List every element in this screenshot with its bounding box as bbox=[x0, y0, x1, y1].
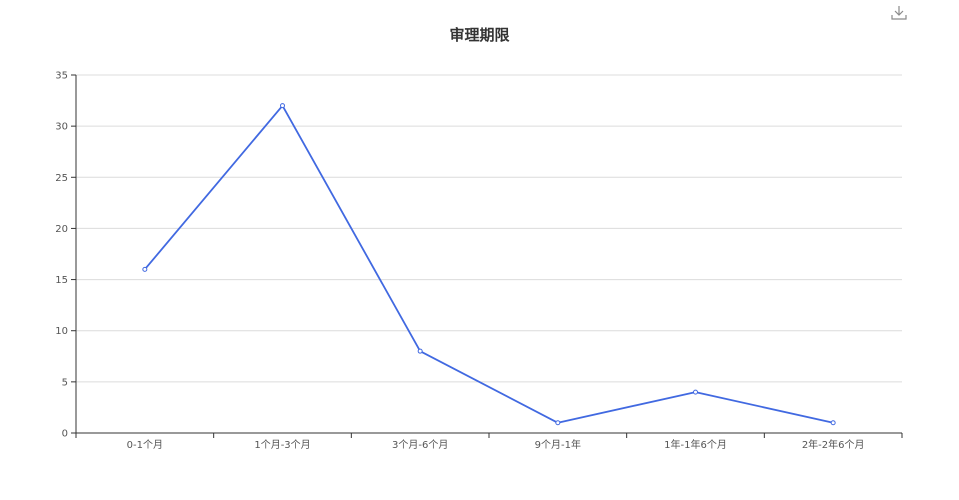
data-point[interactable] bbox=[830, 420, 836, 426]
y-tick-labels: 0 5 10 15 20 25 30 35 bbox=[55, 71, 68, 440]
x-tick-label: 1个月-3个月 bbox=[254, 439, 310, 451]
download-icon[interactable] bbox=[890, 4, 908, 22]
data-point[interactable] bbox=[555, 420, 561, 426]
y-tick-label: 25 bbox=[55, 173, 68, 184]
data-point[interactable] bbox=[142, 266, 148, 272]
data-point[interactable] bbox=[693, 389, 698, 395]
chart-title: 审理期限 bbox=[449, 26, 510, 44]
y-tick-label: 35 bbox=[55, 71, 68, 82]
y-tick-label: 5 bbox=[62, 377, 68, 388]
x-tick-label: 1年-1年6个月 bbox=[664, 438, 727, 451]
x-tick-label: 0-1个月 bbox=[127, 439, 163, 451]
grid-lines bbox=[76, 74, 902, 383]
x-tick-label: 3个月-6个月 bbox=[392, 439, 448, 451]
y-tick-label: 30 bbox=[55, 122, 68, 133]
y-tick-label: 10 bbox=[55, 326, 68, 337]
series-line-layer bbox=[144, 104, 834, 424]
data-point[interactable] bbox=[417, 348, 423, 354]
x-tick-label: 2年-2年6个月 bbox=[802, 438, 865, 451]
x-tick-label: 9个月-1年 bbox=[535, 438, 581, 451]
series-line bbox=[144, 104, 834, 424]
y-tick-label: 20 bbox=[55, 224, 68, 235]
axes bbox=[71, 74, 903, 438]
x-tick-labels: 0-1个月 1个月-3个月 3个月-6个月 9个月-1年 1年-1年6个月 2年-2年6个… bbox=[127, 438, 865, 451]
y-tick-label: 15 bbox=[55, 275, 68, 286]
y-tick-label: 0 bbox=[62, 429, 68, 440]
data-point[interactable] bbox=[280, 103, 285, 109]
data-points bbox=[142, 103, 836, 426]
